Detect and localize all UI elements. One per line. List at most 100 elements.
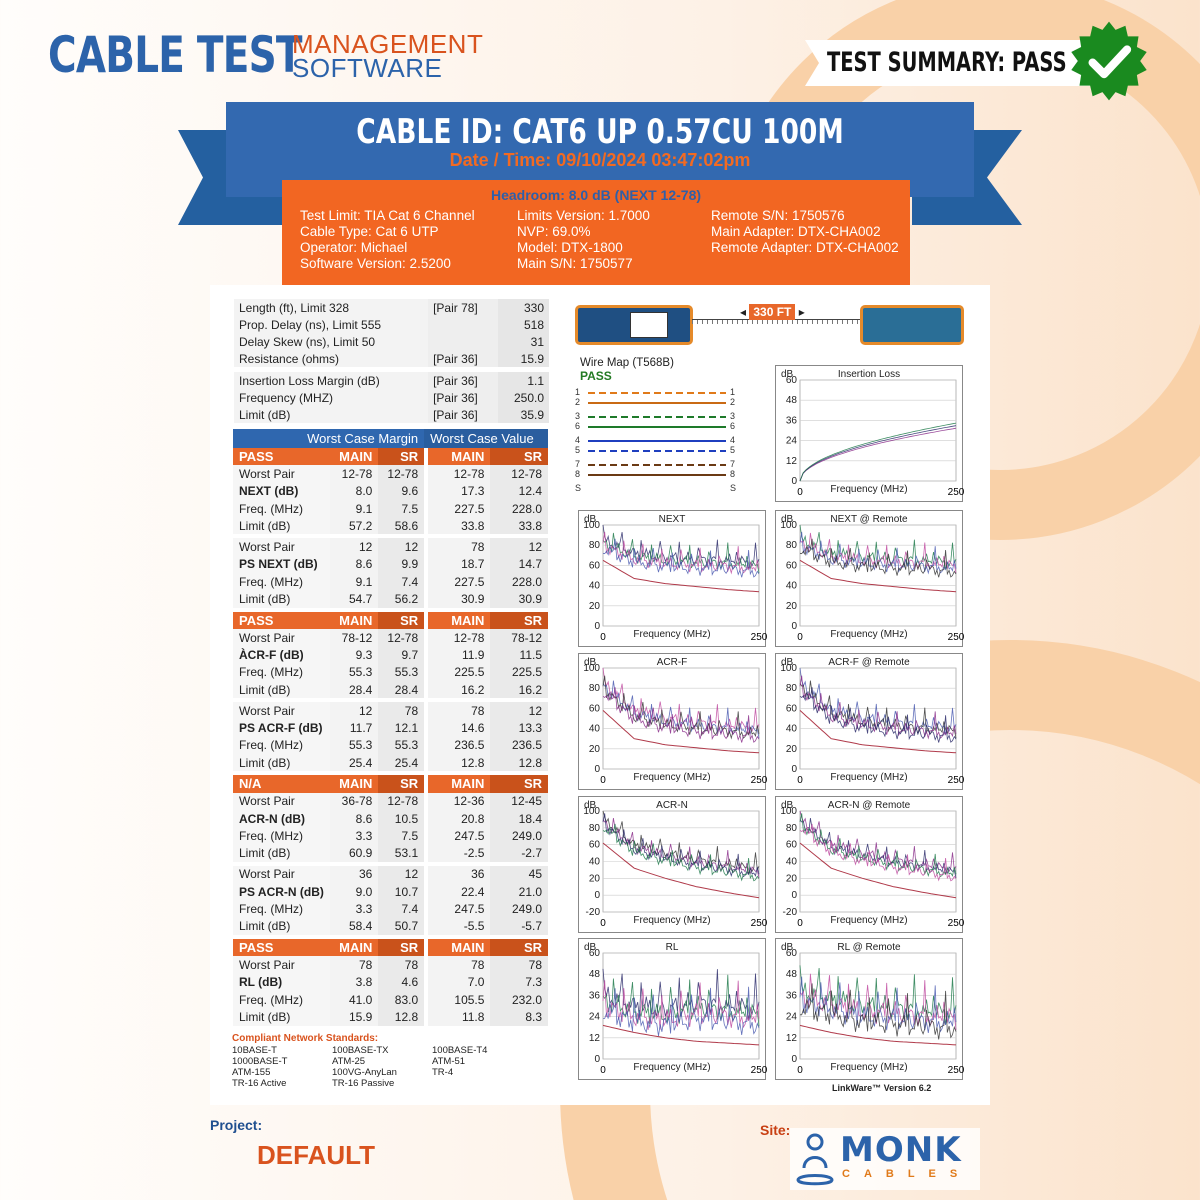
svg-text:250: 250 — [948, 632, 964, 643]
wire-map-status: PASS — [580, 369, 612, 383]
svg-text:60: 60 — [589, 703, 601, 714]
svg-text:0: 0 — [594, 764, 600, 775]
svg-text:80: 80 — [786, 823, 798, 834]
svg-text:48: 48 — [786, 395, 798, 406]
table-row: ACR-N (dB) 8.6 10.5 20.8 18.4 — [233, 809, 548, 828]
table-row: Worst Pair 12 78 78 12 — [233, 702, 548, 720]
chart-title: NEXT — [658, 514, 686, 525]
section-status: PASS — [233, 448, 330, 466]
svg-text:36: 36 — [589, 990, 601, 1001]
svg-text:0: 0 — [594, 890, 600, 901]
svg-text:0: 0 — [797, 1065, 803, 1076]
svg-text:0: 0 — [797, 632, 803, 643]
table-row: PS ACR-N (dB) 9.0 10.7 22.4 21.0 — [233, 883, 548, 901]
chart-insertion-loss: 0 12 24 36 48 60 0 250 dB Insertion Loss Frequency… — [775, 365, 964, 502]
svg-text:0: 0 — [791, 764, 797, 775]
project-label: Project: — [210, 1117, 263, 1133]
svg-text:20: 20 — [589, 744, 601, 755]
monk-icon — [796, 1133, 834, 1186]
section-header: PASS MAIN SR MAIN SR — [233, 939, 548, 957]
section-status: N/A — [233, 775, 330, 793]
table-row: PS NEXT (dB) 8.6 9.9 18.7 14.7 — [233, 555, 548, 574]
svg-text:12: 12 — [589, 1033, 601, 1044]
info-col-3: Remote S/N: 1750576 Main Adapter: DTX-CH… — [711, 208, 899, 255]
info-col-2: Limits Version: 1.7000 NVP: 69.0% Model:… — [517, 208, 650, 271]
headroom: Headroom: 8.0 dB (NEXT 12-78) — [490, 187, 702, 203]
section-status: PASS — [233, 939, 330, 957]
table-row: Freq. (MHz) 41.0 83.0 105.5 232.0 — [233, 990, 548, 1009]
standard-item: TR-16 Active — [232, 1078, 287, 1089]
svg-text:40: 40 — [589, 581, 601, 592]
chart-xlabel: Frequency (MHz) — [633, 772, 711, 783]
standard-item: TR-4 — [432, 1067, 454, 1078]
svg-text:250: 250 — [751, 632, 767, 643]
table-row: Insertion Loss Margin (dB) [Pair 36] 1.1 — [234, 372, 549, 389]
standard-item: 100BASE-TX — [332, 1045, 389, 1056]
chart-acr-n: -20 0 20 40 60 80 100 0 250 dB ACR-N Frequency (MHz… — [578, 796, 767, 933]
chart-acr-f-remote: 0 20 40 60 80 100 0 250 dB ACR-F @ Remote Frequenc… — [775, 653, 964, 790]
standard-item: 100BASE-T4 — [432, 1045, 488, 1056]
svg-text:60: 60 — [589, 840, 601, 851]
table-row: Freq. (MHz) 55.3 55.3 225.5 225.5 — [233, 663, 548, 681]
svg-text:60: 60 — [786, 840, 798, 851]
svg-text:36: 36 — [786, 415, 798, 426]
table-row: Limit (dB) 25.4 25.4 12.8 12.8 — [233, 754, 548, 772]
date-time: Date / Time: 09/10/2024 03:47:02pm — [449, 150, 751, 170]
app-logo: CABLE TEST MANAGEMENT SOFTWARE — [48, 26, 483, 84]
svg-text:0: 0 — [600, 775, 606, 786]
table-row: Limit (dB) 28.4 28.4 16.2 16.2 — [233, 680, 548, 699]
chart-xlabel: Frequency (MHz) — [633, 1062, 711, 1073]
chart-title: ACR-N @ Remote — [827, 800, 911, 811]
header-worst-case-margin: Worst Case Margin — [233, 429, 425, 448]
chart-xlabel: Frequency (MHz) — [633, 915, 711, 926]
report-sheet: Length (ft), Limit 328 [Pair 78] 330 Prop.… — [210, 285, 990, 1105]
linkware-version: LinkWare™ Version 6.2 — [832, 1083, 932, 1093]
svg-text:0: 0 — [797, 775, 803, 786]
svg-text:100: 100 — [583, 663, 600, 674]
svg-text:24: 24 — [589, 1012, 601, 1023]
svg-text:0: 0 — [791, 1054, 797, 1065]
svg-text:250: 250 — [948, 487, 964, 498]
svg-text:0: 0 — [797, 487, 803, 498]
chart-rl-remote: 0 12 24 36 48 60 0 250 dB RL @ Remote Frequency (M… — [775, 938, 964, 1080]
chart-title: RL — [665, 942, 679, 953]
chart-xlabel: Frequency (MHz) — [830, 1062, 908, 1073]
svg-text:12: 12 — [786, 1033, 798, 1044]
section-header: PASS MAIN SR MAIN SR — [233, 448, 548, 466]
chart-xlabel: Frequency (MHz) — [830, 484, 908, 495]
svg-text:250: 250 — [751, 775, 767, 786]
compliant-standards: Compliant Network Standards: 10BASE-T 100… — [232, 1033, 532, 1089]
chart-title: ACR-F @ Remote — [828, 657, 910, 668]
svg-text:20: 20 — [589, 601, 601, 612]
svg-text:40: 40 — [786, 724, 798, 735]
chart-title: RL @ Remote — [837, 942, 901, 953]
cable-length-ruler — [692, 319, 860, 327]
logo-sub-text: MANAGEMENT SOFTWARE — [292, 29, 484, 83]
measurements-table: Length (ft), Limit 328 [Pair 78] 330 Prop.… — [234, 299, 549, 423]
svg-text:60: 60 — [786, 948, 798, 959]
chart-title: Insertion Loss — [837, 369, 901, 380]
site-label: Site: — [760, 1122, 791, 1138]
svg-text:80: 80 — [589, 823, 601, 834]
svg-text:40: 40 — [786, 581, 798, 592]
svg-text:40: 40 — [589, 857, 601, 868]
table-row: Resistance (ohms) [Pair 36] 15.9 — [234, 350, 549, 367]
svg-text:250: 250 — [948, 1065, 964, 1076]
project-value: DEFAULT — [257, 1140, 375, 1170]
table-row: Limit (dB) 60.9 53.1 -2.5 -2.7 — [233, 844, 548, 862]
table-row: Prop. Delay (ns), Limit 555 518 — [234, 316, 549, 333]
svg-text:24: 24 — [786, 1012, 798, 1023]
table-row: Worst Pair 78 78 78 78 — [233, 956, 548, 974]
main-tester-device — [575, 305, 693, 345]
svg-text:0: 0 — [791, 890, 797, 901]
svg-text:40: 40 — [589, 724, 601, 735]
chart-xlabel: Frequency (MHz) — [633, 629, 711, 640]
check-badge-icon — [1071, 21, 1147, 101]
logo-main-text: CABLE TEST — [48, 26, 303, 84]
svg-text:60: 60 — [786, 375, 798, 386]
svg-text:20: 20 — [786, 744, 798, 755]
svg-text:20: 20 — [589, 873, 601, 884]
test-summary-text: TEST SUMMARY: PASS — [827, 47, 1067, 78]
table-row: PS ACR-F (dB) 11.7 12.1 14.6 13.3 — [233, 719, 548, 737]
standard-item: ATM-155 — [232, 1067, 271, 1078]
